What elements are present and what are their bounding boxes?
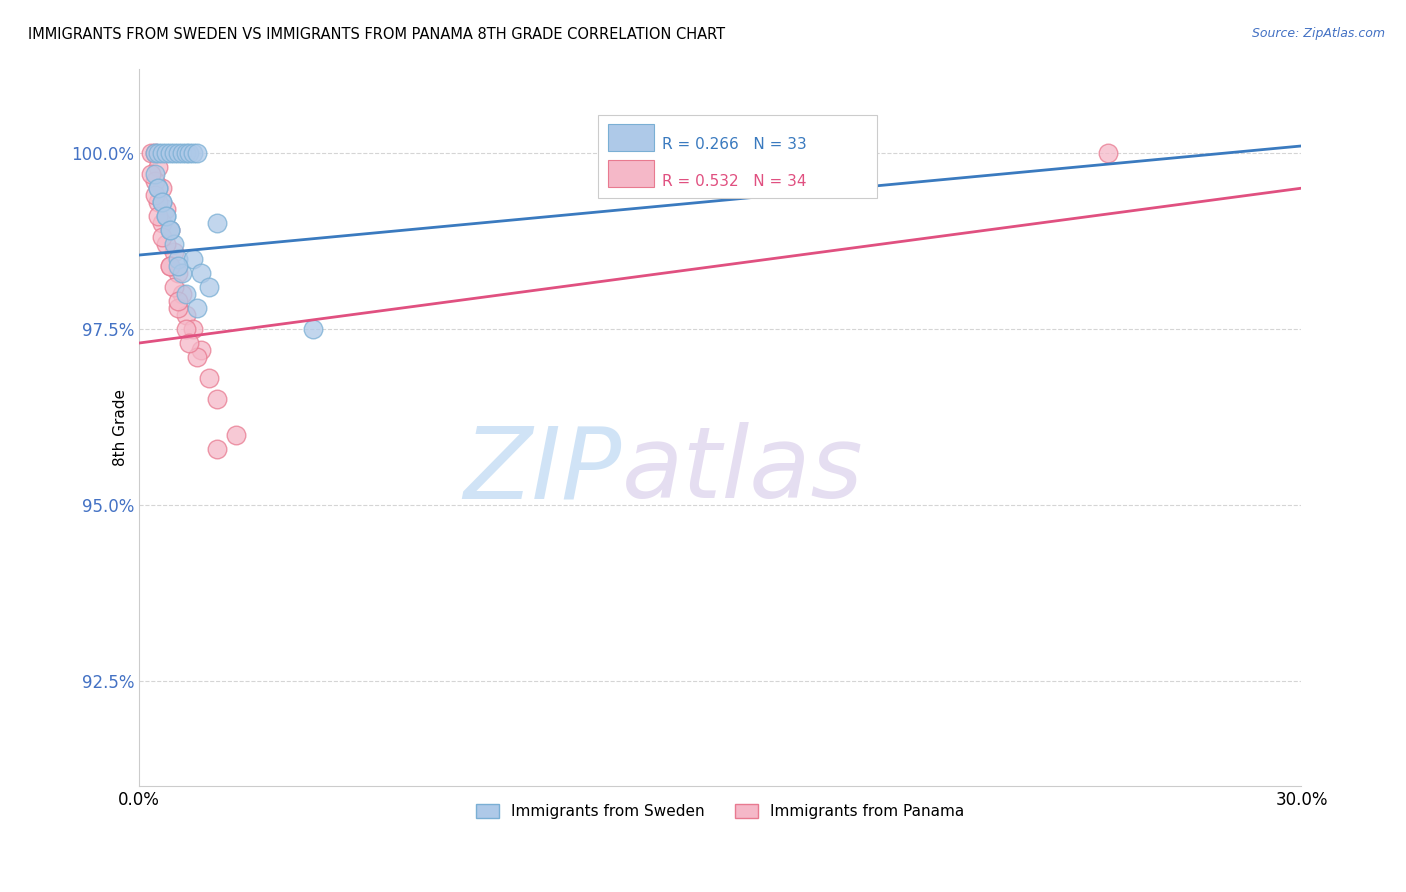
Point	[748, 146, 770, 161]
Y-axis label: 8th Grade: 8th Grade	[112, 389, 128, 466]
Point	[166, 146, 188, 161]
Point	[143, 188, 166, 202]
Point	[170, 266, 193, 280]
Point	[186, 301, 208, 315]
Point	[148, 210, 170, 224]
Point	[190, 343, 212, 357]
Point	[143, 167, 166, 181]
Point	[155, 237, 177, 252]
Point	[155, 210, 177, 224]
Point	[163, 146, 186, 161]
Point	[183, 252, 205, 266]
Point	[174, 286, 197, 301]
Point	[166, 259, 188, 273]
Point	[148, 146, 170, 161]
Point	[143, 174, 166, 188]
Point	[150, 216, 173, 230]
Text: atlas: atlas	[621, 422, 863, 519]
Point	[179, 146, 201, 161]
Point	[186, 350, 208, 364]
Point	[159, 223, 181, 237]
Point	[159, 223, 181, 237]
Bar	[607, 124, 654, 151]
Point	[155, 202, 177, 217]
Point	[163, 237, 186, 252]
Text: Source: ZipAtlas.com: Source: ZipAtlas.com	[1251, 27, 1385, 40]
Point	[159, 259, 181, 273]
Point	[748, 146, 770, 161]
Point	[150, 195, 173, 210]
Point	[148, 160, 170, 174]
Point	[174, 322, 197, 336]
Point	[139, 146, 162, 161]
Point	[302, 322, 325, 336]
Point	[205, 392, 228, 407]
Point	[166, 301, 188, 315]
Point	[170, 286, 193, 301]
Point	[148, 181, 170, 195]
Point	[163, 244, 186, 259]
Point	[166, 293, 188, 308]
Point	[225, 427, 247, 442]
Point	[143, 146, 166, 161]
Point	[205, 216, 228, 230]
Text: R = 0.266   N = 33: R = 0.266 N = 33	[662, 137, 807, 153]
Point	[150, 195, 173, 210]
Point	[198, 279, 221, 293]
Point	[174, 146, 197, 161]
Point	[174, 308, 197, 322]
Point	[159, 259, 181, 273]
Point	[170, 146, 193, 161]
Point	[186, 146, 208, 161]
Point	[155, 146, 177, 161]
Text: ZIP: ZIP	[463, 422, 621, 519]
Point	[159, 223, 181, 237]
Point	[1097, 146, 1119, 161]
Point	[148, 195, 170, 210]
Point	[166, 266, 188, 280]
FancyBboxPatch shape	[598, 115, 877, 198]
Bar	[607, 160, 654, 187]
Text: IMMIGRANTS FROM SWEDEN VS IMMIGRANTS FROM PANAMA 8TH GRADE CORRELATION CHART: IMMIGRANTS FROM SWEDEN VS IMMIGRANTS FRO…	[28, 27, 725, 42]
Point	[150, 230, 173, 244]
Point	[183, 146, 205, 161]
Text: R = 0.532   N = 34: R = 0.532 N = 34	[662, 174, 807, 189]
Point	[179, 336, 201, 351]
Point	[163, 279, 186, 293]
Point	[190, 266, 212, 280]
Point	[198, 371, 221, 385]
Point	[143, 146, 166, 161]
Point	[166, 252, 188, 266]
Point	[150, 146, 173, 161]
Point	[150, 181, 173, 195]
Point	[148, 181, 170, 195]
Point	[183, 322, 205, 336]
Point	[139, 167, 162, 181]
Point	[159, 146, 181, 161]
Legend: Immigrants from Sweden, Immigrants from Panama: Immigrants from Sweden, Immigrants from …	[470, 798, 970, 825]
Point	[205, 442, 228, 456]
Point	[155, 210, 177, 224]
